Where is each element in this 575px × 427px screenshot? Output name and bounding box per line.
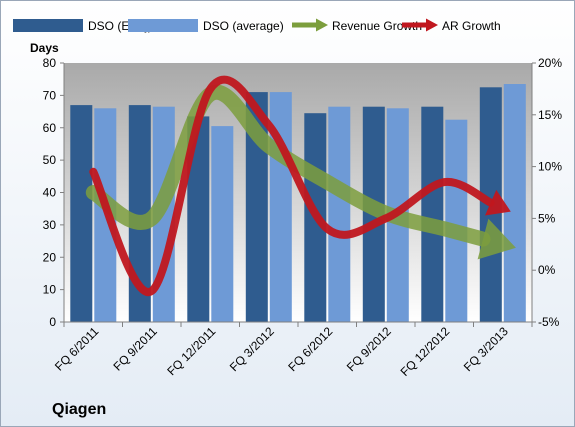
arrow-line-ar-growth <box>89 75 495 296</box>
bar-dso-average-4 <box>328 106 351 322</box>
legend-label-ar-growth: AR Growth <box>442 19 501 33</box>
y-left-tick-label: 40 <box>43 186 57 200</box>
y-left-tick-label: 80 <box>43 56 57 70</box>
arrows-layer <box>85 75 516 296</box>
y-left-tick-label: 0 <box>49 315 56 329</box>
y-left-tick-label: 30 <box>43 218 57 232</box>
bar-dso-average-7 <box>503 84 526 322</box>
y-right-tick-label: 15% <box>538 108 562 122</box>
legend-swatch-ar-growth <box>402 18 438 32</box>
legend-label-dso-average: DSO (average) <box>203 19 284 33</box>
bar-dso-eoq-6 <box>421 106 444 322</box>
arrow-head-revenue-growth <box>477 218 516 260</box>
bars-layer <box>70 84 526 323</box>
bar-dso-eoq-1 <box>128 105 151 322</box>
y-right-tick-label: 20% <box>538 56 562 70</box>
y-right-tick-label: -5% <box>538 315 560 329</box>
y-axis-unit-label: Days <box>30 41 59 55</box>
arrow-line-revenue-growth <box>85 84 491 247</box>
y-right-tick-label: 0% <box>538 263 556 277</box>
legend-swatch-dso-eoq <box>13 19 83 32</box>
y-left-tick-label: 70 <box>43 88 57 102</box>
y-left-tick-label: 10 <box>43 283 57 297</box>
bar-dso-average-2 <box>211 126 234 322</box>
bar-dso-average-6 <box>445 119 468 322</box>
legend-swatch-dso-average <box>128 19 198 32</box>
y-left-tick-label: 50 <box>43 153 57 167</box>
y-left-tick-label: 20 <box>43 250 57 264</box>
bar-dso-eoq-2 <box>187 116 210 323</box>
company-label: Qiagen <box>52 401 106 418</box>
y-right-tick-label: 5% <box>538 211 556 225</box>
bar-dso-eoq-0 <box>70 105 93 322</box>
legend-swatch-revenue-growth <box>292 18 328 32</box>
y-left-tick-label: 60 <box>43 121 57 135</box>
y-right-tick-label: 10% <box>538 160 562 174</box>
legend-label-revenue-growth: Revenue Growth <box>332 19 422 33</box>
arrow-head-ar-growth <box>485 189 511 216</box>
legend: DSO (EOQ) DSO (average) Revenue Growth AR G… <box>13 18 501 33</box>
